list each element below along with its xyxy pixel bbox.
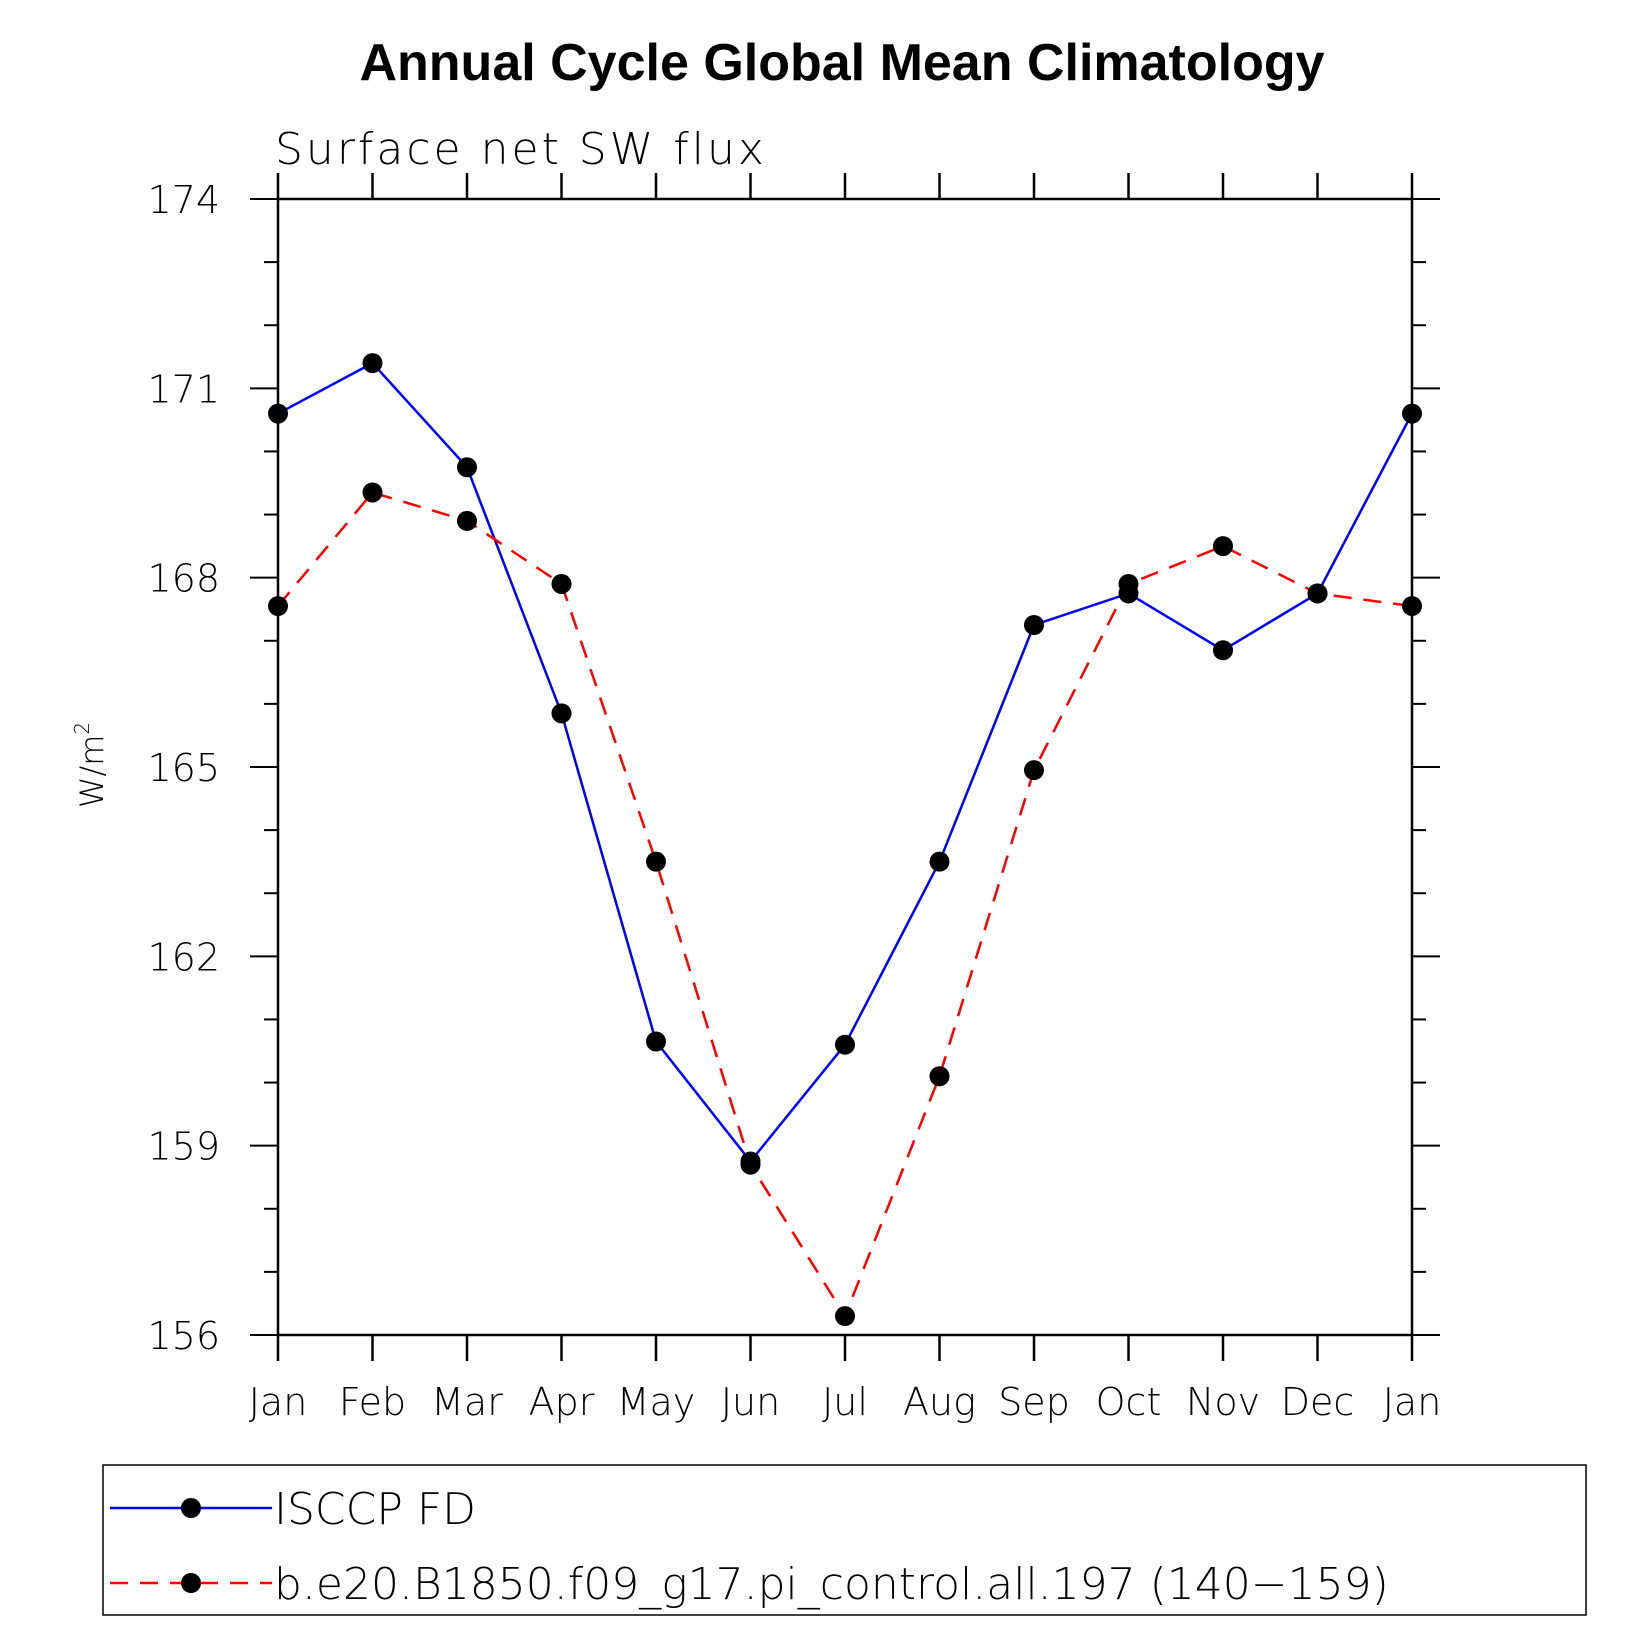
data-point-model <box>1213 536 1233 557</box>
data-point-model <box>835 1306 855 1327</box>
series-line-model <box>277 491 1413 1319</box>
x-tick-label: Aug <box>903 1380 976 1424</box>
legend: ISCCP FD b.e20.B1850.f09_g17.pi_control.… <box>102 1464 1587 1616</box>
data-point-model <box>551 573 572 594</box>
data-point-model <box>929 1066 950 1087</box>
y-axis-label: W/m2 <box>70 722 111 808</box>
y-tick-label: 174 <box>147 178 220 222</box>
chart-subtitle: Surface net SW flux <box>275 124 767 175</box>
marker-layer <box>268 353 1422 1327</box>
x-tick-label: Feb <box>339 1380 406 1424</box>
data-point-model <box>362 482 383 503</box>
legend-label-isccp: ISCCP FD <box>274 1484 476 1535</box>
y-tick-label: 159 <box>147 1125 220 1169</box>
data-point-isccp <box>551 703 572 724</box>
data-point-isccp <box>1213 640 1233 661</box>
data-point-isccp <box>457 457 477 478</box>
x-tick-label: Jun <box>721 1380 780 1424</box>
data-point-model <box>1024 760 1044 781</box>
legend-box <box>102 1464 1587 1616</box>
y-tick-label: 171 <box>147 367 220 411</box>
data-point-isccp <box>362 353 383 374</box>
series-layer <box>277 361 1414 1319</box>
data-point-model <box>1402 596 1422 617</box>
x-tick-label: Nov <box>1186 1380 1260 1424</box>
x-tick-label: Apr <box>529 1380 595 1424</box>
data-point-isccp <box>1402 403 1422 424</box>
x-tick-label: Jan <box>1383 1380 1442 1424</box>
legend-label-model: b.e20.B1850.f09_g17.pi_control.all.197 (… <box>274 1559 1389 1610</box>
x-tick-label: Dec <box>1281 1380 1355 1424</box>
legend-marker-isccp <box>181 1498 201 1518</box>
x-tick-label: Oct <box>1096 1380 1162 1424</box>
y-tick-label: 162 <box>147 935 220 979</box>
data-point-model <box>1118 573 1139 594</box>
x-tick-label: Sep <box>998 1380 1070 1424</box>
data-point-isccp <box>268 403 288 424</box>
data-point-isccp <box>646 1031 666 1052</box>
y-tick-label: 156 <box>147 1314 220 1358</box>
y-axis-label-text: W/m <box>73 735 111 809</box>
data-point-isccp <box>835 1034 855 1055</box>
data-point-isccp <box>929 851 950 872</box>
data-point-model <box>268 596 288 617</box>
x-tick-label: Jan <box>249 1380 308 1424</box>
plot-axes: Jan Feb Mar Apr May Jun Jul Aug Sep Oct Nov Dec Jan 1… <box>147 173 1441 1424</box>
x-tick-label: Mar <box>431 1380 503 1424</box>
data-point-model <box>740 1154 761 1175</box>
chart-title: Annual Cycle Global Mean Climatology <box>359 34 1324 92</box>
data-point-model <box>1307 583 1328 604</box>
legend-marker-model <box>181 1573 201 1593</box>
plot-frame <box>276 197 1414 1337</box>
y-tick-label: 165 <box>147 746 220 790</box>
data-point-model <box>457 510 477 531</box>
x-tick-label: May <box>617 1380 696 1424</box>
data-point-isccp <box>1024 615 1044 635</box>
data-point-model <box>646 851 666 872</box>
y-axis-label-superscript: 2 <box>70 722 94 735</box>
x-tick-label: Jul <box>822 1380 868 1424</box>
y-tick-label: 168 <box>147 557 220 601</box>
